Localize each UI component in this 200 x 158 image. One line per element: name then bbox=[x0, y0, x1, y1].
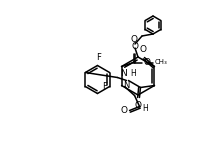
Text: CH₃: CH₃ bbox=[154, 60, 166, 66]
Text: O: O bbox=[120, 106, 127, 115]
Text: N: N bbox=[120, 70, 126, 79]
Text: O: O bbox=[142, 58, 149, 67]
Text: O: O bbox=[130, 42, 137, 51]
Text: N: N bbox=[122, 81, 129, 90]
Text: F: F bbox=[96, 53, 100, 62]
Text: O: O bbox=[134, 100, 141, 109]
Text: O: O bbox=[130, 36, 137, 45]
Text: H: H bbox=[130, 69, 136, 78]
Text: O: O bbox=[139, 46, 146, 55]
Text: H: H bbox=[142, 104, 148, 113]
Text: F: F bbox=[101, 82, 106, 91]
